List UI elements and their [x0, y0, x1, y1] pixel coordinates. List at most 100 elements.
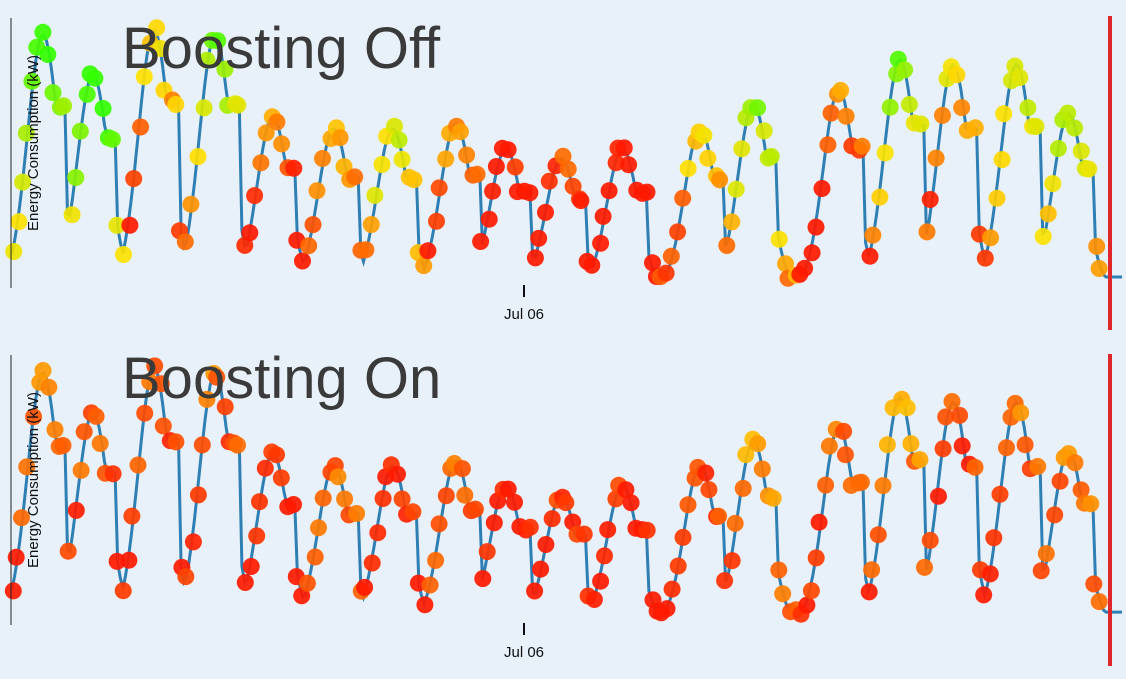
data-point[interactable] — [622, 494, 640, 512]
data-point[interactable] — [499, 141, 517, 159]
data-point[interactable] — [437, 150, 455, 168]
data-point[interactable] — [530, 229, 548, 247]
data-point[interactable] — [176, 233, 194, 251]
data-point[interactable] — [386, 117, 403, 135]
data-point[interactable] — [182, 195, 200, 213]
data-point[interactable] — [1066, 119, 1084, 137]
data-point[interactable] — [91, 435, 109, 452]
data-point[interactable] — [314, 150, 331, 167]
data-point[interactable] — [430, 179, 448, 197]
data-point[interactable] — [878, 436, 896, 454]
data-point[interactable] — [521, 184, 539, 202]
data-point[interactable] — [120, 551, 138, 569]
data-point[interactable] — [820, 437, 838, 455]
data-point[interactable] — [695, 126, 713, 144]
data-point[interactable] — [329, 468, 347, 486]
data-point[interactable] — [572, 192, 590, 210]
data-point[interactable] — [348, 505, 366, 522]
data-point[interactable] — [132, 118, 150, 136]
data-point[interactable] — [526, 582, 544, 600]
data-point[interactable] — [1059, 104, 1077, 122]
data-point[interactable] — [499, 480, 517, 498]
data-point[interactable] — [594, 207, 612, 225]
data-point[interactable] — [991, 485, 1009, 503]
data-point[interactable] — [304, 216, 322, 234]
data-point[interactable] — [737, 446, 755, 464]
data-point[interactable] — [14, 173, 32, 191]
data-point[interactable] — [674, 528, 692, 546]
data-point[interactable] — [755, 122, 773, 140]
data-point[interactable] — [592, 572, 610, 590]
data-point[interactable] — [726, 514, 744, 532]
data-point[interactable] — [853, 137, 871, 155]
data-point[interactable] — [912, 115, 930, 133]
data-point[interactable] — [798, 596, 816, 614]
data-point[interactable] — [1012, 404, 1030, 422]
data-point[interactable] — [803, 244, 821, 262]
data-point[interactable] — [1044, 175, 1062, 193]
data-point[interactable] — [314, 489, 332, 507]
data-point[interactable] — [115, 246, 132, 263]
data-point[interactable] — [927, 149, 945, 167]
data-point[interactable] — [896, 61, 914, 79]
data-point[interactable] — [389, 465, 406, 483]
data-point[interactable] — [900, 96, 918, 113]
data-point[interactable] — [921, 191, 939, 208]
data-point[interactable] — [251, 493, 268, 511]
data-point[interactable] — [18, 458, 36, 476]
data-point[interactable] — [1016, 436, 1034, 454]
data-point[interactable] — [108, 216, 126, 234]
data-point[interactable] — [129, 456, 147, 474]
data-point[interactable] — [189, 148, 207, 166]
data-point[interactable] — [216, 60, 234, 78]
data-point[interactable] — [575, 525, 593, 543]
data-point[interactable] — [975, 586, 993, 604]
data-point[interactable] — [898, 399, 916, 417]
data-point[interactable] — [310, 519, 327, 537]
data-point[interactable] — [526, 249, 544, 267]
data-point[interactable] — [918, 223, 936, 241]
data-point[interactable] — [487, 158, 505, 175]
data-point[interactable] — [78, 85, 96, 103]
data-point[interactable] — [208, 368, 226, 386]
data-point[interactable] — [1027, 118, 1045, 135]
data-point[interactable] — [478, 543, 496, 561]
data-point[interactable] — [711, 171, 729, 189]
data-point[interactable] — [727, 180, 745, 198]
data-point[interactable] — [953, 437, 971, 455]
data-point[interactable] — [948, 66, 966, 84]
data-point[interactable] — [184, 533, 202, 551]
data-point[interactable] — [638, 183, 656, 201]
data-point[interactable] — [1032, 562, 1050, 580]
data-point[interactable] — [521, 518, 539, 536]
data-point[interactable] — [46, 421, 64, 439]
data-point[interactable] — [86, 69, 104, 87]
data-point[interactable] — [762, 148, 780, 165]
data-point[interactable] — [1072, 481, 1090, 499]
data-point[interactable] — [988, 189, 1006, 207]
data-point[interactable] — [836, 446, 854, 464]
data-point[interactable] — [982, 229, 1000, 247]
data-point[interactable] — [272, 469, 290, 487]
data-point[interactable] — [193, 436, 211, 454]
data-point[interactable] — [152, 40, 170, 57]
data-point[interactable] — [331, 129, 349, 147]
data-point[interactable] — [764, 489, 782, 507]
data-point[interactable] — [700, 481, 718, 499]
data-point[interactable] — [1072, 142, 1090, 160]
data-point[interactable] — [154, 417, 172, 435]
data-point[interactable] — [421, 576, 439, 594]
data-point[interactable] — [953, 99, 971, 117]
data-point[interactable] — [734, 479, 752, 497]
data-point[interactable] — [1085, 575, 1103, 593]
data-point[interactable] — [167, 96, 185, 113]
data-point[interactable] — [242, 558, 260, 575]
data-point[interactable] — [532, 560, 550, 578]
data-point[interactable] — [480, 210, 498, 228]
data-point[interactable] — [871, 188, 889, 206]
data-point[interactable] — [995, 105, 1013, 123]
data-point[interactable] — [557, 494, 575, 512]
data-point[interactable] — [104, 465, 122, 483]
data-point[interactable] — [72, 461, 90, 479]
data-point[interactable] — [663, 580, 681, 598]
